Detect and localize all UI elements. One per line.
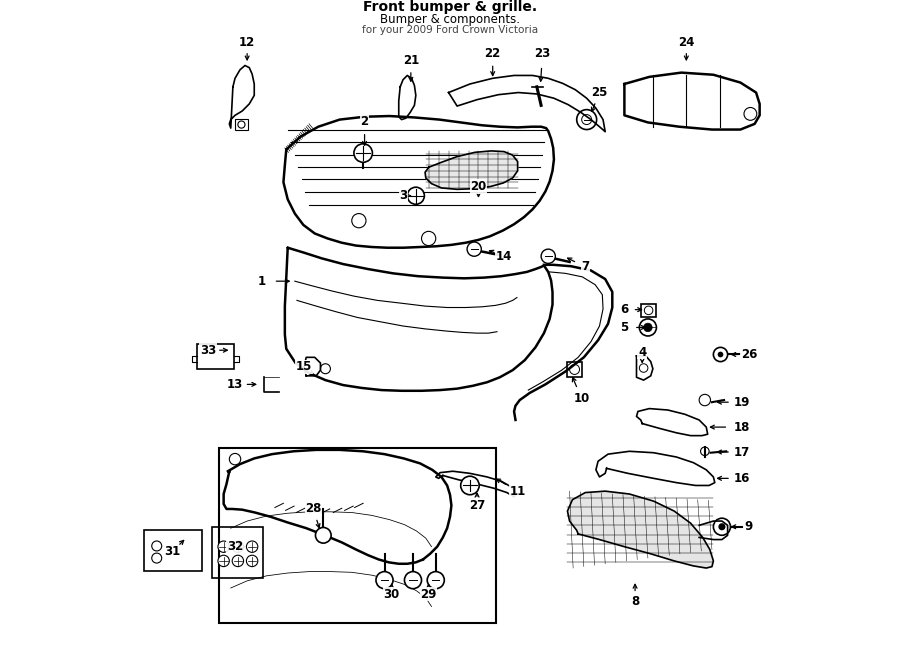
Text: 18: 18 [734,420,750,434]
Circle shape [232,541,244,552]
Bar [641,304,656,316]
Text: 6: 6 [620,303,628,316]
Text: 3: 3 [400,189,408,203]
Text: 27: 27 [469,499,485,512]
Text: 20: 20 [471,180,487,193]
Bar [235,119,248,130]
Text: 28: 28 [305,502,321,516]
Text: 29: 29 [420,588,436,601]
Text: 8: 8 [631,595,639,608]
Text: 16: 16 [734,472,750,485]
Circle shape [541,249,555,263]
Bar [219,448,496,623]
Circle shape [404,571,421,589]
Text: 33: 33 [200,344,216,357]
Text: 32: 32 [227,540,243,553]
Text: 21: 21 [402,54,419,67]
Text: 10: 10 [573,392,590,405]
Polygon shape [425,151,518,189]
Text: 30: 30 [383,588,400,601]
Text: 9: 9 [745,520,753,534]
Circle shape [408,187,425,205]
Circle shape [316,528,331,543]
Circle shape [230,453,240,465]
Bar [212,527,263,578]
Bar [144,530,202,571]
Text: 11: 11 [509,485,526,498]
Circle shape [247,541,257,552]
Text: 1: 1 [257,275,266,288]
Text: for your 2009 Ford Crown Victoria: for your 2009 Ford Crown Victoria [362,25,538,35]
Circle shape [218,555,230,567]
Circle shape [644,323,652,332]
Circle shape [232,555,244,567]
Text: 15: 15 [296,360,312,373]
Text: 23: 23 [535,47,551,60]
Text: 24: 24 [678,36,695,49]
Circle shape [467,242,482,256]
Text: 7: 7 [581,260,590,273]
Polygon shape [568,491,714,568]
Circle shape [718,523,725,530]
Circle shape [218,541,230,552]
Text: 31: 31 [165,545,181,558]
Circle shape [717,352,724,357]
Text: 4: 4 [638,346,646,359]
Text: 19: 19 [734,396,750,408]
Circle shape [354,144,373,162]
Text: Front bumper & grille.: Front bumper & grille. [363,0,537,14]
Bar [197,344,234,369]
Circle shape [461,476,479,495]
Text: 2: 2 [361,115,369,128]
Text: 13: 13 [227,378,243,391]
Text: 12: 12 [239,36,256,49]
Text: 25: 25 [591,86,608,99]
Text: 14: 14 [495,250,511,263]
Bar [567,361,582,377]
Circle shape [376,571,393,589]
Text: 5: 5 [620,321,628,334]
Circle shape [428,571,445,589]
Text: Bumper & components.: Bumper & components. [380,13,520,26]
Text: 17: 17 [734,446,750,459]
Text: 22: 22 [484,47,500,60]
Text: 26: 26 [741,348,757,361]
Circle shape [247,555,257,567]
